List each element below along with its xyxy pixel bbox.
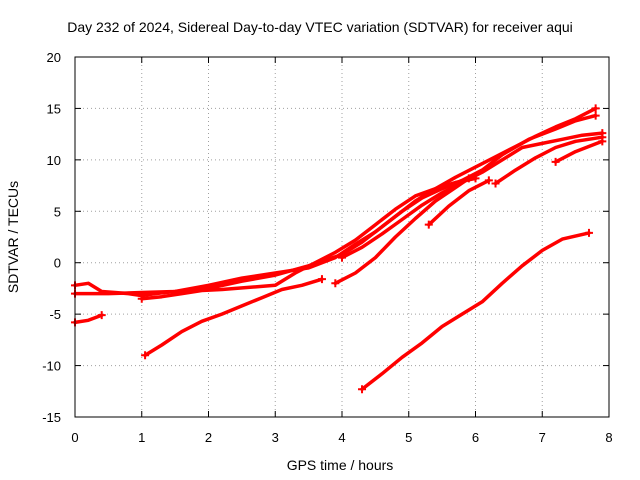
y-tick-label: 0	[54, 256, 61, 271]
series-start-marker-s4	[338, 253, 346, 262]
series-start-marker-s6	[331, 279, 340, 288]
y-tick-label: 10	[47, 153, 61, 168]
plot-frame	[74, 56, 610, 418]
x-tick-label: 6	[472, 430, 479, 445]
y-tick-label: 20	[47, 50, 61, 65]
grid	[74, 56, 610, 418]
series-end-marker-s10	[97, 311, 106, 320]
series-end-marker-s5	[317, 275, 326, 284]
series-line-s10	[73, 313, 104, 325]
chart-title: Day 232 of 2024, Sidereal Day-to-day VTE…	[67, 19, 573, 35]
y-axis-label: SDTVAR / TECUs	[5, 181, 21, 293]
series-end-marker-s1	[591, 104, 600, 113]
series-end-marker-s2	[591, 111, 600, 120]
series-start-marker-s9	[551, 157, 560, 166]
series-line-s3	[140, 176, 478, 301]
series-end-marker-s6	[464, 174, 473, 183]
y-tick-label: 5	[54, 204, 61, 219]
series-line-s9	[553, 139, 605, 164]
x-tick-label: 8	[605, 430, 612, 445]
series-line-s11	[360, 231, 591, 391]
series-line-s5	[143, 277, 324, 358]
y-tick-label: 15	[47, 101, 61, 116]
x-tick-label: 2	[205, 430, 212, 445]
y-tick-label: -15	[42, 410, 61, 425]
series-start-marker-s7	[424, 220, 433, 229]
series-start-marker-s11	[358, 385, 367, 394]
x-tick-label: 3	[272, 430, 279, 445]
series-start-marker-s8	[491, 179, 500, 188]
x-tick-labels: 0 1 2 3 4 5 6 7 8	[71, 430, 612, 445]
y-tick-labels: -15 -10 -5 0 5 10 15 20	[42, 50, 61, 425]
series-line-s1	[73, 106, 598, 298]
series-end-marker-s11	[584, 228, 593, 237]
x-tick-label: 4	[338, 430, 345, 445]
series-end-marker-s9	[598, 137, 607, 146]
series-line-s6	[333, 176, 471, 286]
series-line-s7	[427, 178, 491, 227]
series-line-s2	[73, 113, 598, 296]
series-line-s8	[493, 135, 605, 186]
y-tick-label: -10	[42, 359, 61, 374]
y-tick-label: -5	[49, 307, 61, 322]
x-tick-label: 0	[71, 430, 78, 445]
series-start-marker-s5	[141, 351, 150, 360]
x-tick-label: 1	[138, 430, 145, 445]
x-axis-label: GPS time / hours	[287, 457, 394, 473]
series-start-marker-s3	[137, 294, 146, 303]
series-line-s4	[340, 131, 605, 260]
x-tick-label: 7	[539, 430, 546, 445]
x-tick-label: 5	[405, 430, 412, 445]
series-end-marker-s7	[484, 176, 493, 185]
series-layer	[71, 104, 607, 394]
